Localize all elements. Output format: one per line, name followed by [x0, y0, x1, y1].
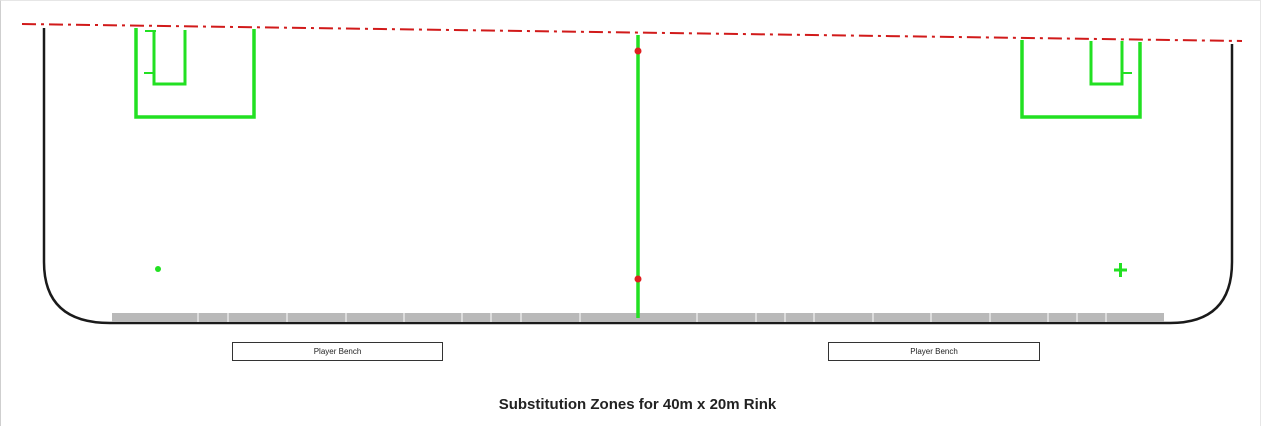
left-goal-zone — [134, 28, 256, 119]
player-bench-right: Player Bench — [828, 342, 1040, 361]
rink-cut-line — [21, 23, 1243, 42]
player-bench-left: Player Bench — [232, 342, 443, 361]
right-goal-crease — [1089, 41, 1124, 86]
center-faceoff-dot-top — [634, 47, 642, 55]
right-faceoff-cross — [1114, 263, 1127, 277]
left-faceoff-dot — [155, 266, 161, 272]
left-goal-area — [134, 28, 256, 119]
left-goal-crease — [152, 30, 187, 86]
player-bench-left-label: Player Bench — [313, 347, 362, 356]
right-goal-zone — [1020, 40, 1142, 119]
rink-boards — [42, 28, 1234, 325]
player-bench-right-label: Player Bench — [910, 347, 958, 356]
center-faceoff-dot-bottom — [634, 275, 642, 283]
diagram-title: Substitution Zones for 40m x 20m Rink — [498, 396, 777, 413]
right-goal-area — [1020, 40, 1142, 119]
